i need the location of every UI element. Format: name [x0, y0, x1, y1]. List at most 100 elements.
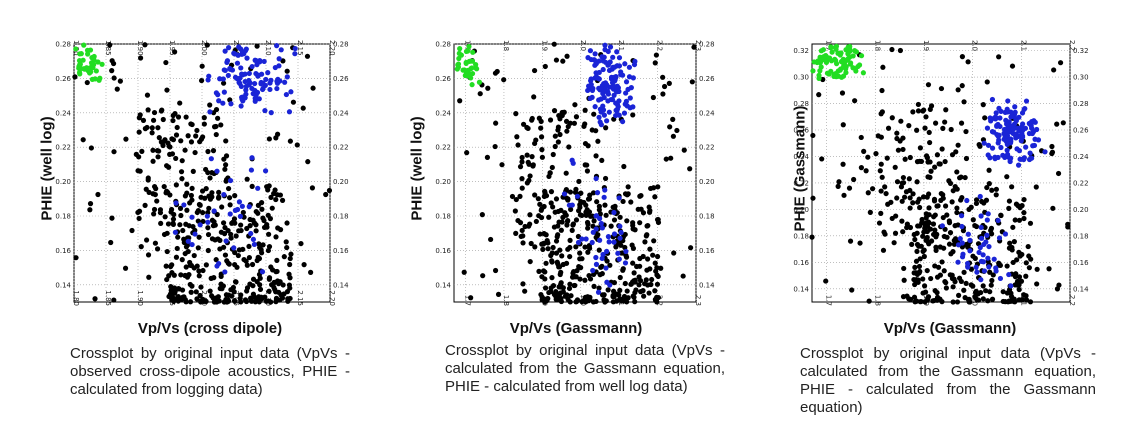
data-point-blue: [611, 209, 617, 216]
data-point-black: [926, 129, 932, 136]
data-point-black: [962, 174, 968, 181]
x-tick-label-top: 2.00: [200, 40, 208, 56]
data-point-blue: [616, 55, 623, 61]
data-point-black: [1021, 210, 1027, 216]
data-point-black: [566, 144, 572, 150]
data-point-blue: [292, 51, 298, 57]
data-point-black: [892, 230, 899, 236]
data-point-black: [563, 212, 569, 218]
data-point-black: [213, 131, 219, 138]
data-point-blue: [611, 231, 618, 237]
data-point-black: [641, 293, 647, 299]
data-point-black: [941, 268, 947, 274]
data-point-black: [280, 58, 286, 64]
data-point-black: [915, 108, 922, 114]
data-point-blue: [1008, 123, 1014, 129]
data-point-blue: [981, 140, 987, 146]
data-point-black: [553, 196, 560, 202]
data-point-blue: [250, 236, 257, 243]
data-point-black: [663, 156, 669, 162]
data-point-green: [97, 75, 103, 81]
data-point-black: [577, 276, 583, 282]
data-point-green: [84, 47, 91, 53]
data-point-black: [574, 298, 580, 305]
data-point-blue: [964, 197, 970, 204]
data-point-blue: [1012, 104, 1018, 110]
data-point-black: [591, 218, 597, 224]
x-tick-label-top: 1.8: [502, 40, 510, 51]
data-point-blue: [1004, 121, 1010, 127]
data-point-blue: [617, 235, 623, 241]
data-point-black: [501, 77, 507, 83]
data-point-blue: [958, 213, 965, 219]
data-point-blue: [604, 118, 610, 124]
data-point-black: [923, 114, 929, 120]
data-point-black: [247, 295, 254, 301]
data-point-black: [954, 169, 960, 175]
data-point-green: [845, 51, 851, 57]
data-point-black: [925, 294, 932, 300]
data-point-black: [87, 207, 93, 213]
data-point-black: [1055, 170, 1062, 177]
data-point-black: [912, 236, 918, 243]
data-point-black: [183, 114, 189, 120]
data-point-blue: [261, 58, 267, 65]
data-point-black: [1060, 120, 1066, 126]
data-point-black: [602, 202, 608, 208]
data-point-black: [940, 195, 946, 201]
data-point-blue: [604, 279, 610, 285]
x-tick-label-top: 2.0: [971, 40, 979, 51]
data-point-black: [632, 279, 638, 285]
data-point-black: [114, 86, 120, 92]
data-point-black: [943, 107, 949, 113]
data-point-black: [194, 127, 200, 134]
data-point-black: [917, 145, 923, 151]
data-point-blue: [238, 103, 244, 109]
data-point-black: [631, 270, 637, 276]
data-point-black: [939, 259, 945, 265]
data-point-black: [514, 134, 520, 140]
data-point-black: [608, 223, 614, 229]
data-point-blue: [1003, 129, 1010, 136]
data-point-black: [485, 85, 491, 91]
data-point-black: [907, 195, 913, 201]
data-point-black: [184, 207, 190, 213]
data-point-black: [581, 123, 587, 129]
data-point-black: [215, 115, 221, 121]
y-tick-label-left: 0.20: [435, 178, 451, 186]
data-point-black: [266, 275, 273, 281]
data-point-black: [173, 155, 179, 162]
data-point-black: [650, 94, 656, 101]
data-point-black: [568, 293, 574, 299]
data-point-black: [205, 247, 211, 254]
data-point-green: [80, 57, 86, 63]
data-point-blue: [995, 133, 1001, 139]
data-point-green: [811, 59, 817, 65]
data-point-green: [457, 46, 463, 52]
data-point-black: [591, 271, 597, 278]
data-point-black: [591, 111, 597, 117]
data-point-black: [819, 156, 825, 162]
data-point-black: [274, 257, 280, 263]
data-point-black: [593, 234, 599, 240]
data-point-black: [916, 196, 922, 202]
data-point-black: [188, 139, 195, 145]
data-point-green: [843, 63, 849, 70]
data-point-black: [256, 299, 262, 305]
data-point-black: [200, 209, 206, 216]
data-point-black: [542, 63, 548, 70]
data-point-black: [183, 221, 189, 227]
data-point-blue: [248, 230, 254, 237]
data-point-black: [571, 282, 577, 289]
data-point-black: [188, 192, 194, 199]
x-tick-label-top: 1.8: [873, 40, 881, 51]
data-point-blue: [616, 195, 622, 201]
data-point-blue: [616, 112, 622, 118]
data-point-black: [939, 299, 945, 305]
data-point-black: [810, 195, 816, 201]
data-point-black: [167, 151, 173, 157]
data-point-blue: [593, 261, 600, 267]
data-point-black: [611, 279, 618, 286]
x-tick-label-bottom: 1.8: [873, 295, 881, 306]
data-point-black: [519, 227, 525, 234]
